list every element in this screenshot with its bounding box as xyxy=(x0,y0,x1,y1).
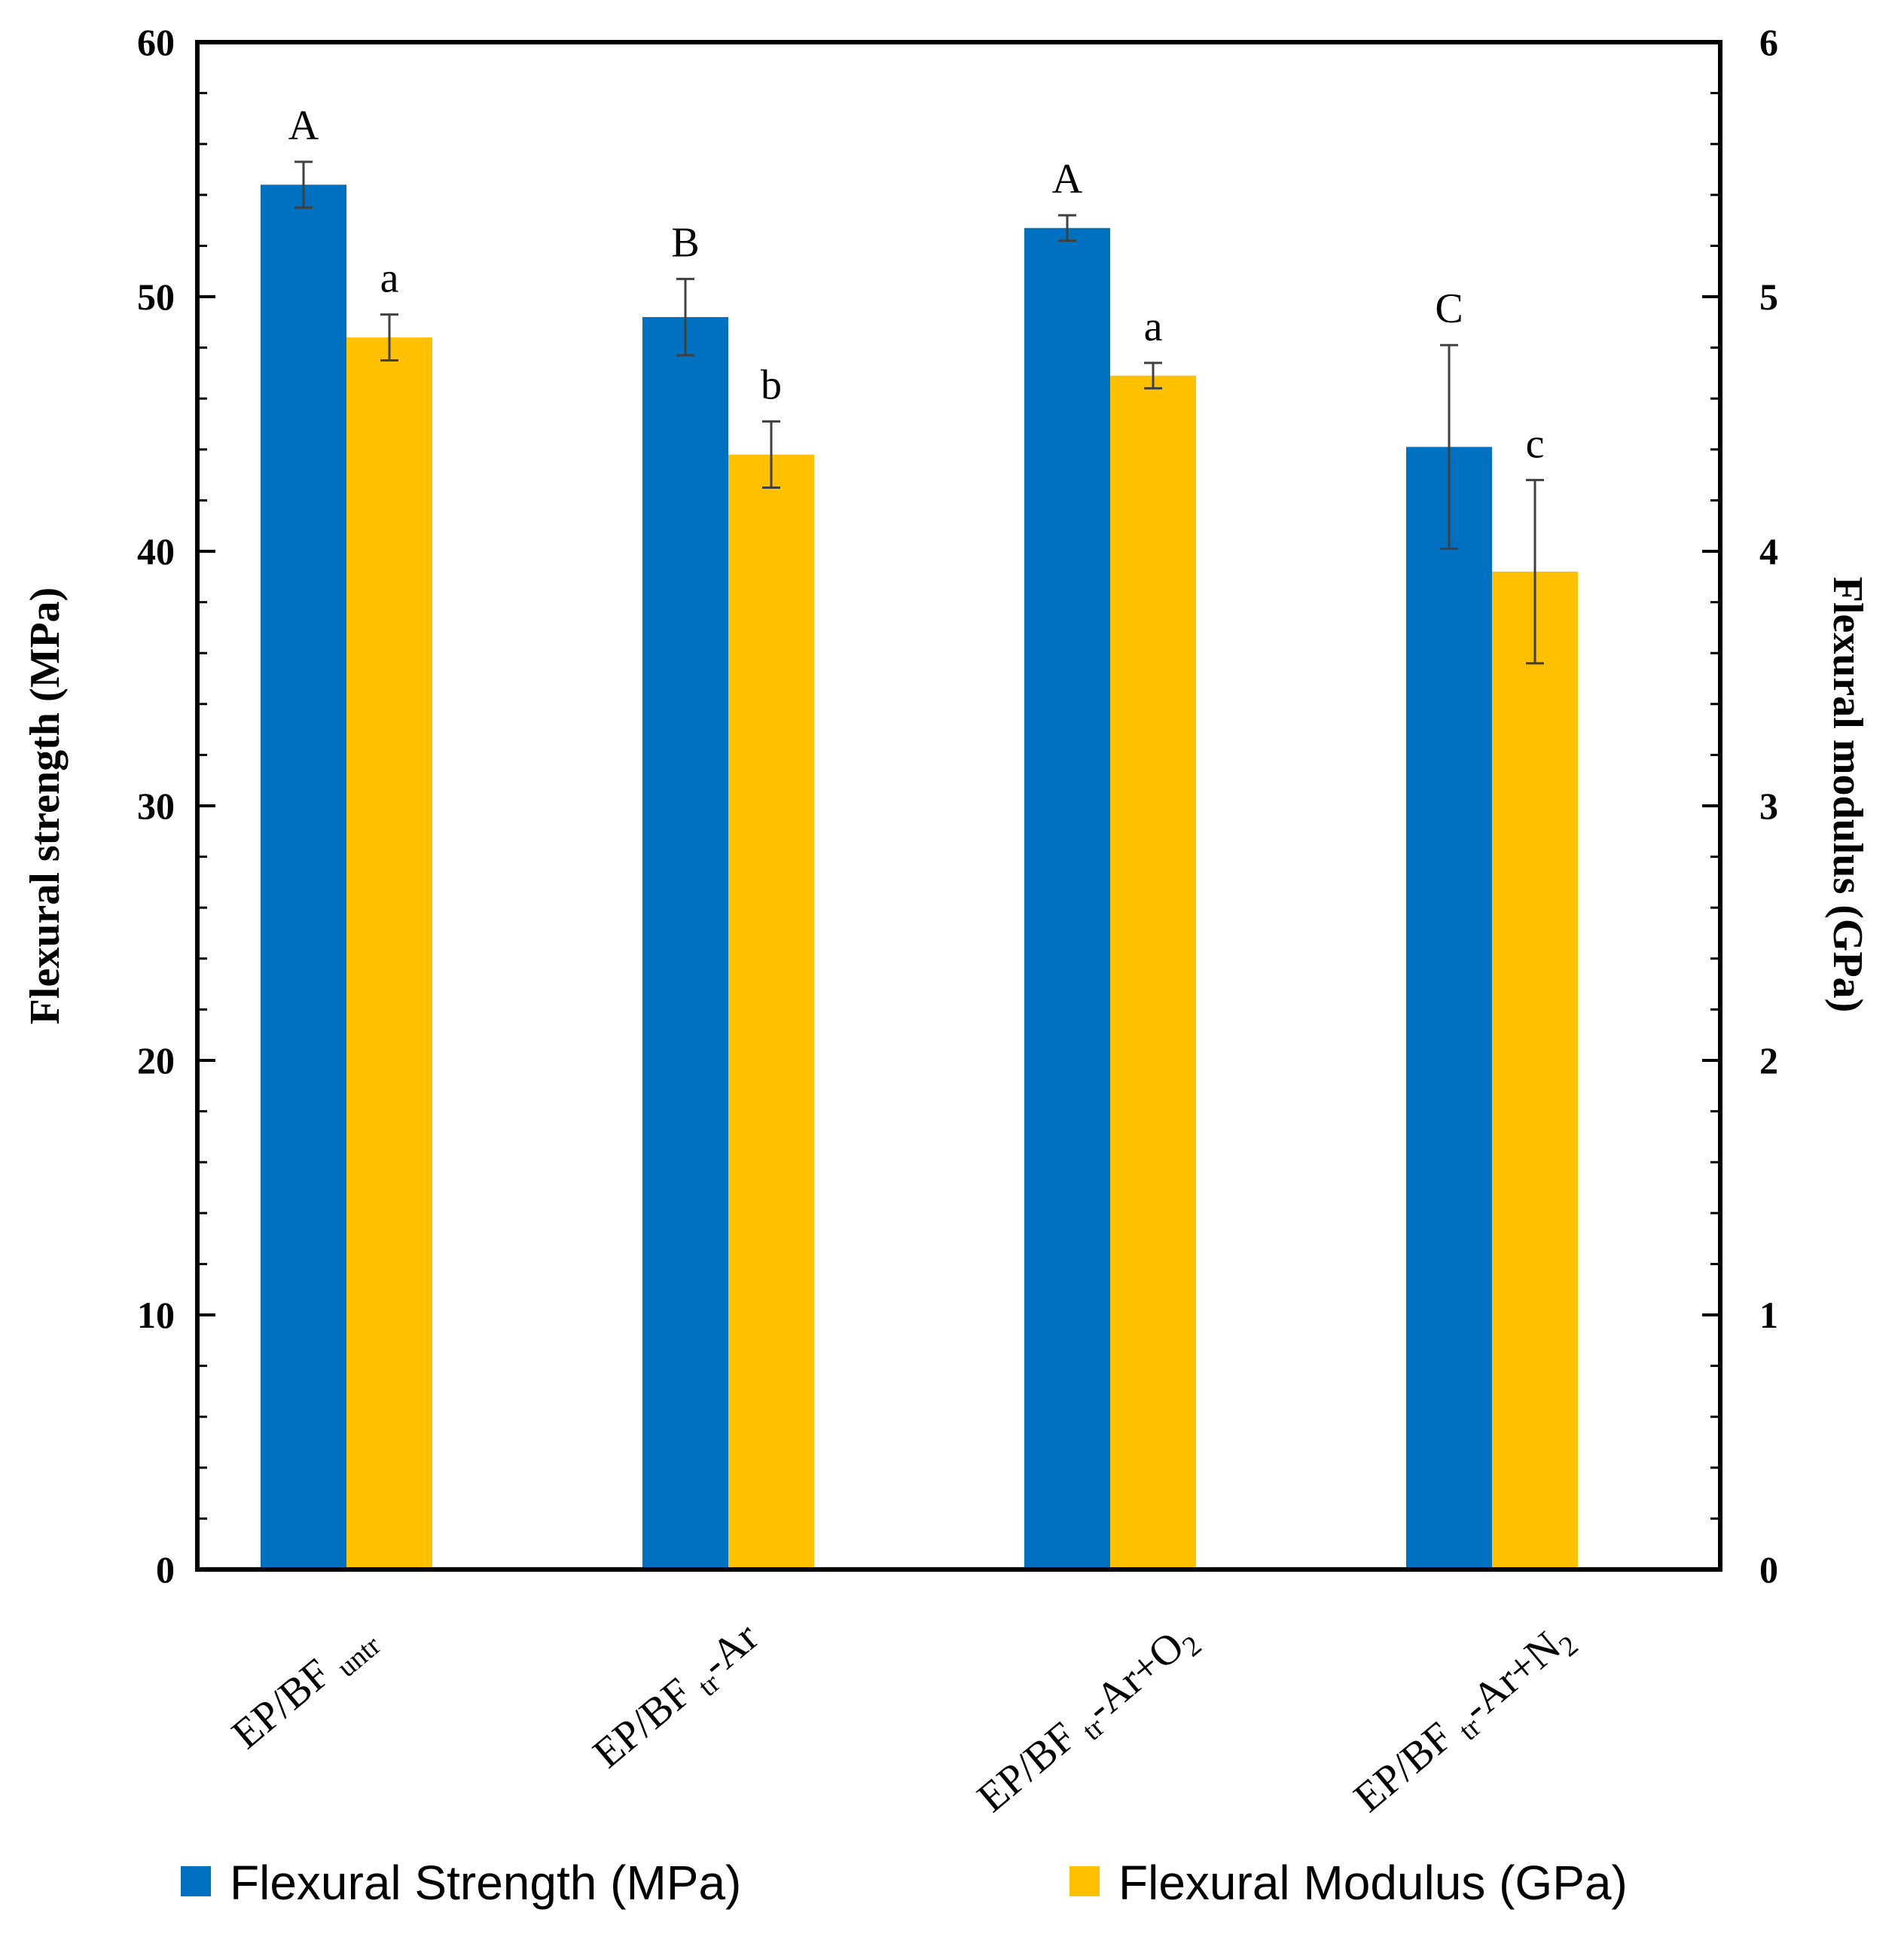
bars-layer xyxy=(261,185,1578,1570)
y-tick-label-5: 50 xyxy=(137,276,175,318)
y2-tick-label-3: 3 xyxy=(1759,785,1778,827)
category-label-0: EP/BF untr xyxy=(223,1613,386,1762)
bar-strength-3 xyxy=(1406,447,1492,1570)
y-tick-label-1: 10 xyxy=(137,1294,175,1336)
legend-label-strength: Flexural Strength (MPa) xyxy=(230,1856,741,1910)
bar-strength-2 xyxy=(1024,227,1110,1569)
y-axis-title: Flexural strength (MPa) xyxy=(22,587,69,1025)
y-tick-label-0: 0 xyxy=(156,1548,175,1591)
y2-tick-label-6: 6 xyxy=(1759,21,1778,63)
bar-modulus-2 xyxy=(1110,375,1196,1569)
significance-label-0-0: A xyxy=(288,102,319,149)
bar-strength-0 xyxy=(261,185,346,1569)
significance-label-0-1: B xyxy=(671,219,699,266)
y2-axis-title: Flexural modulus (GPa) xyxy=(1824,577,1871,1013)
y2-tick-label-1: 1 xyxy=(1759,1294,1778,1336)
significance-label-0-3: C xyxy=(1435,285,1463,332)
y2-tick-label-2: 2 xyxy=(1759,1039,1778,1081)
y2-tick-label-5: 5 xyxy=(1759,276,1778,318)
category-label-2: EP/BF tr-Ar+O2 xyxy=(969,1613,1207,1826)
bar-modulus-1 xyxy=(728,454,814,1569)
legend-swatch-modulus xyxy=(1069,1866,1100,1896)
y2-tick-label-0: 0 xyxy=(1759,1548,1778,1591)
ticks-layer: 0 10 20 30 40 50 60 0 1 2 3 4 5 6 xyxy=(137,21,1778,1591)
y-tick-label-4: 40 xyxy=(137,530,175,572)
category-labels-layer: EP/BF untr EP/BF tr-Ar EP/BF tr-Ar+O2 EP/BF… xyxy=(223,1613,1584,1826)
bar-strength-1 xyxy=(642,317,728,1569)
category-label-1: EP/BF tr-Ar xyxy=(584,1613,771,1782)
error-bars-layer xyxy=(294,160,1544,665)
y-tick-label-6: 60 xyxy=(137,21,175,63)
significance-label-0-2: A xyxy=(1052,156,1083,203)
y2-tick-label-4: 4 xyxy=(1759,530,1778,572)
legend-swatch-strength xyxy=(181,1866,211,1896)
significance-label-1-1: b xyxy=(761,362,782,409)
significance-labels-layer: A B A Ca b a c xyxy=(288,102,1545,467)
legend: Flexural Strength (MPa) Flexural Modulus… xyxy=(181,1856,1628,1910)
y-tick-label-2: 20 xyxy=(137,1039,175,1081)
category-label-3: EP/BF tr-Ar+N2 xyxy=(1345,1613,1584,1826)
legend-label-modulus: Flexural Modulus (GPa) xyxy=(1118,1856,1628,1910)
significance-label-1-2: a xyxy=(1144,304,1163,350)
significance-label-1-3: c xyxy=(1526,420,1545,467)
significance-label-1-0: a xyxy=(380,255,399,302)
bar-modulus-0 xyxy=(346,337,432,1570)
bar-modulus-3 xyxy=(1492,572,1578,1569)
y-tick-label-3: 30 xyxy=(137,785,175,827)
